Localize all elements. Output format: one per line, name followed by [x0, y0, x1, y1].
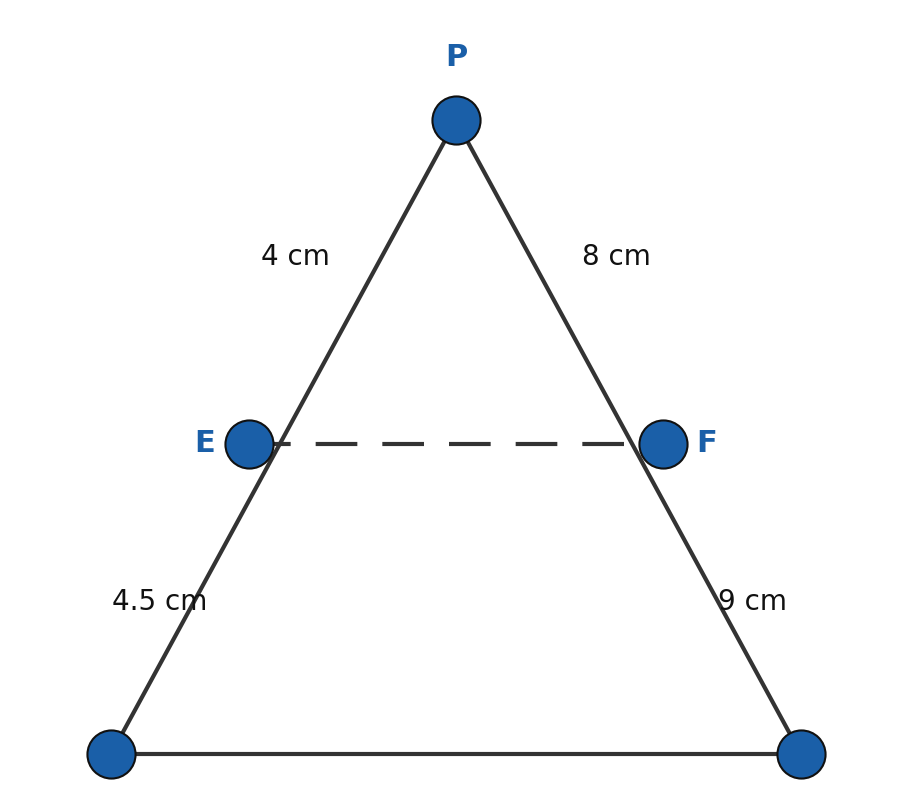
Point: [104, 747, 118, 760]
Point: [655, 437, 670, 450]
Text: F: F: [696, 429, 717, 458]
Text: P: P: [445, 43, 466, 72]
Text: E: E: [194, 429, 215, 458]
Text: 4.5 cm: 4.5 cm: [111, 588, 207, 615]
Point: [241, 437, 256, 450]
Text: 4 cm: 4 cm: [261, 243, 330, 270]
Point: [448, 114, 463, 127]
Point: [793, 747, 807, 760]
Text: 8 cm: 8 cm: [581, 243, 650, 270]
Text: 9 cm: 9 cm: [718, 588, 786, 615]
